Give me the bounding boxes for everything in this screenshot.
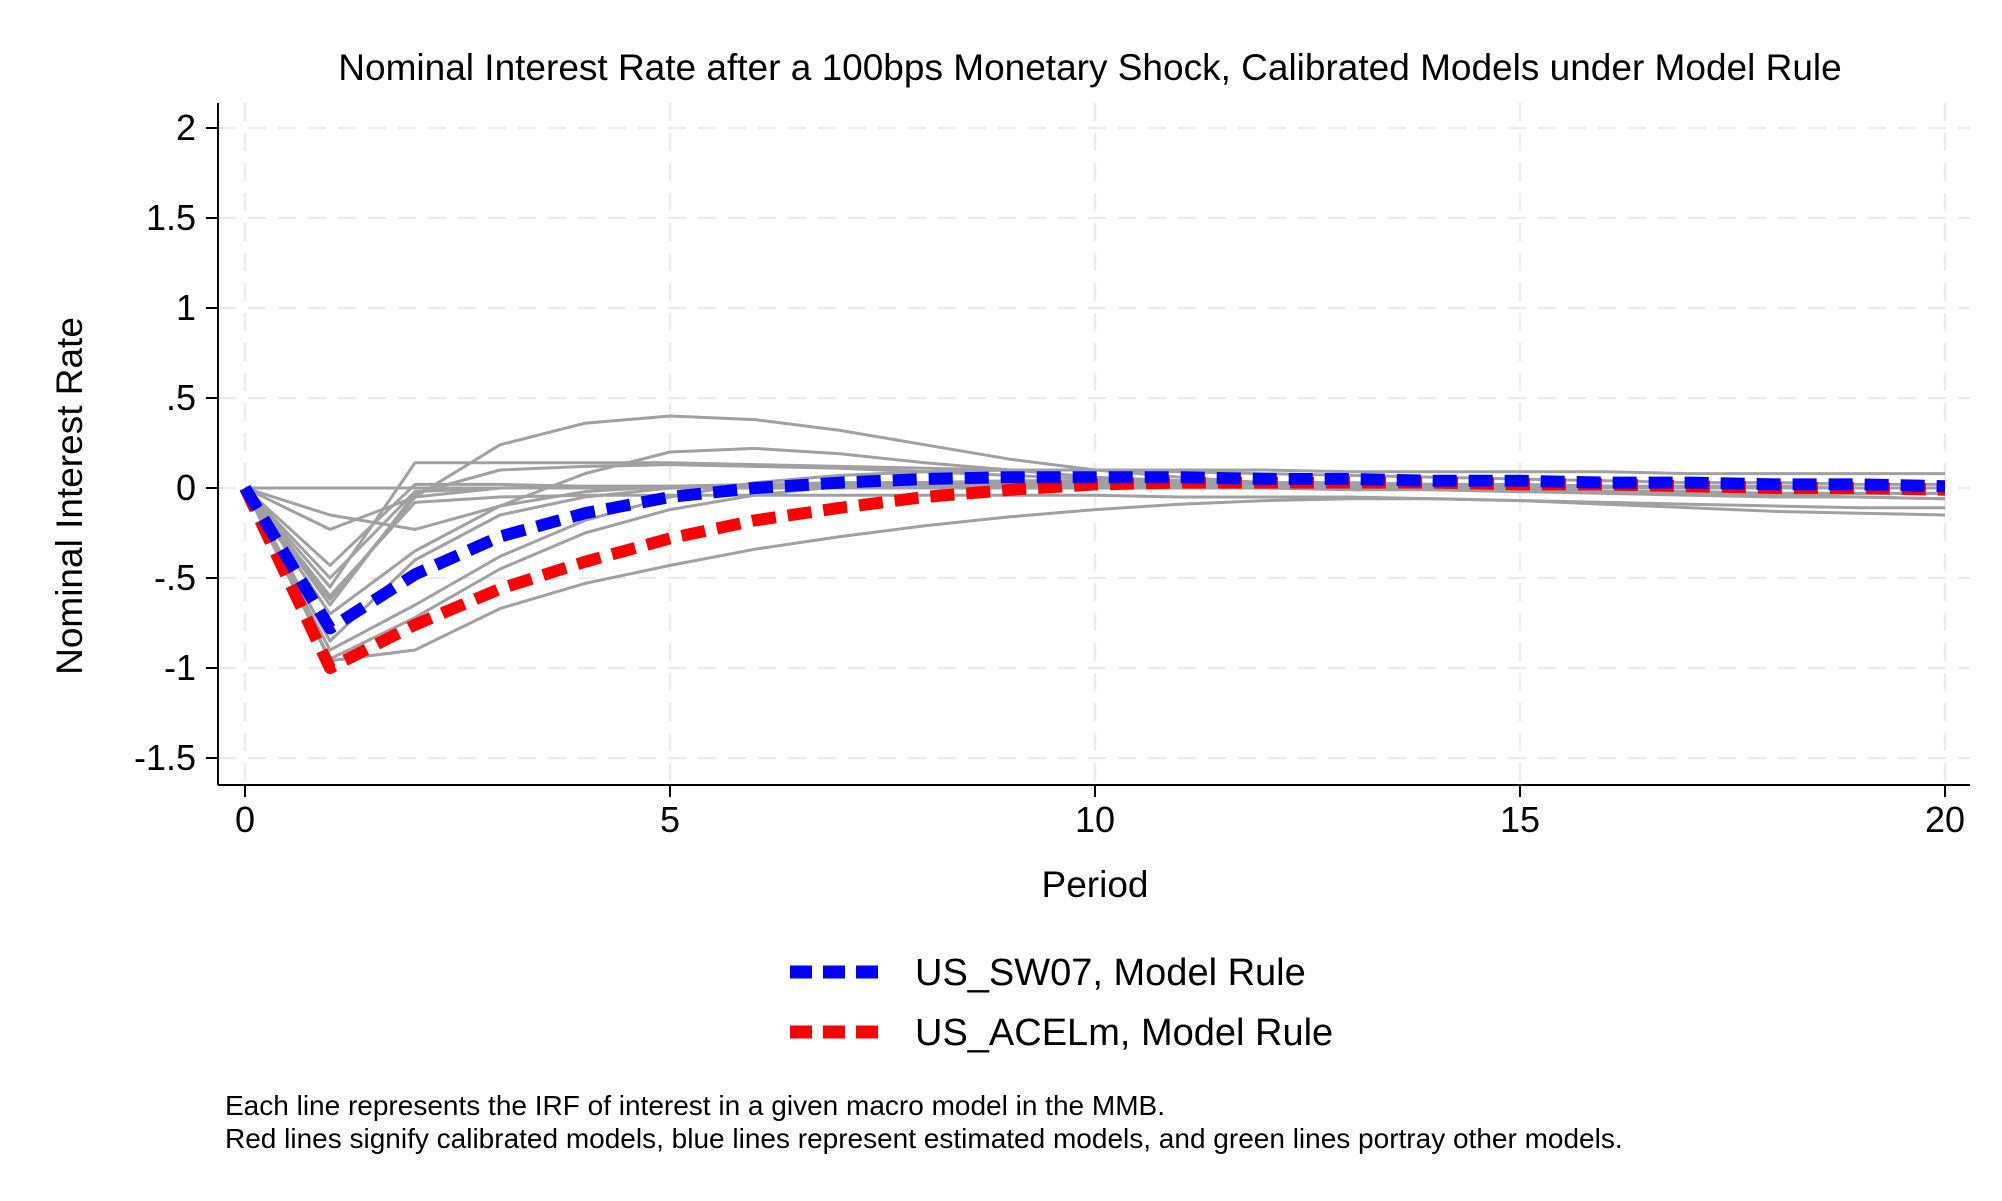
y-tick-label: 1 bbox=[176, 287, 196, 328]
footnote-line-2: Red lines signify calibrated models, blu… bbox=[225, 1123, 1623, 1154]
series-layer bbox=[239, 414, 1946, 674]
y-tick-label: 2 bbox=[176, 107, 196, 148]
y-tick-label: -.5 bbox=[154, 557, 196, 598]
x-tick-label: 0 bbox=[235, 799, 255, 840]
x-tick-label: 5 bbox=[660, 799, 680, 840]
legend: US_SW07, Model Rule US_ACELm, Model Rule bbox=[790, 952, 1333, 1054]
y-tick-label: 0 bbox=[176, 467, 196, 508]
y-tick-label: -1.5 bbox=[134, 737, 196, 778]
x-axis-label: Period bbox=[1042, 864, 1149, 905]
series-line-other-model bbox=[243, 487, 1945, 598]
y-tick-label: -1 bbox=[164, 647, 196, 688]
axes-layer: -1.5-1-.50.511.520 5 10 15 20 bbox=[134, 103, 1970, 840]
x-tick-label: 15 bbox=[1500, 799, 1540, 840]
footnote-line-1: Each line represents the IRF of interest… bbox=[225, 1090, 1165, 1121]
legend-label-us-sw07: US_SW07, Model Rule bbox=[915, 952, 1306, 994]
legend-label-us-acelm: US_ACELm, Model Rule bbox=[915, 1012, 1333, 1054]
y-axis-label: Nominal Interest Rate bbox=[49, 317, 90, 675]
x-tick-label: 20 bbox=[1925, 799, 1965, 840]
x-tick-label: 10 bbox=[1075, 799, 1115, 840]
y-tick-label: .5 bbox=[166, 377, 196, 418]
series-line-other-model bbox=[243, 487, 1946, 663]
y-tick-label: 1.5 bbox=[146, 197, 196, 238]
chart-title: Nominal Interest Rate after a 100bps Mon… bbox=[338, 47, 1841, 88]
series-line-us-sw07 bbox=[239, 471, 1946, 635]
